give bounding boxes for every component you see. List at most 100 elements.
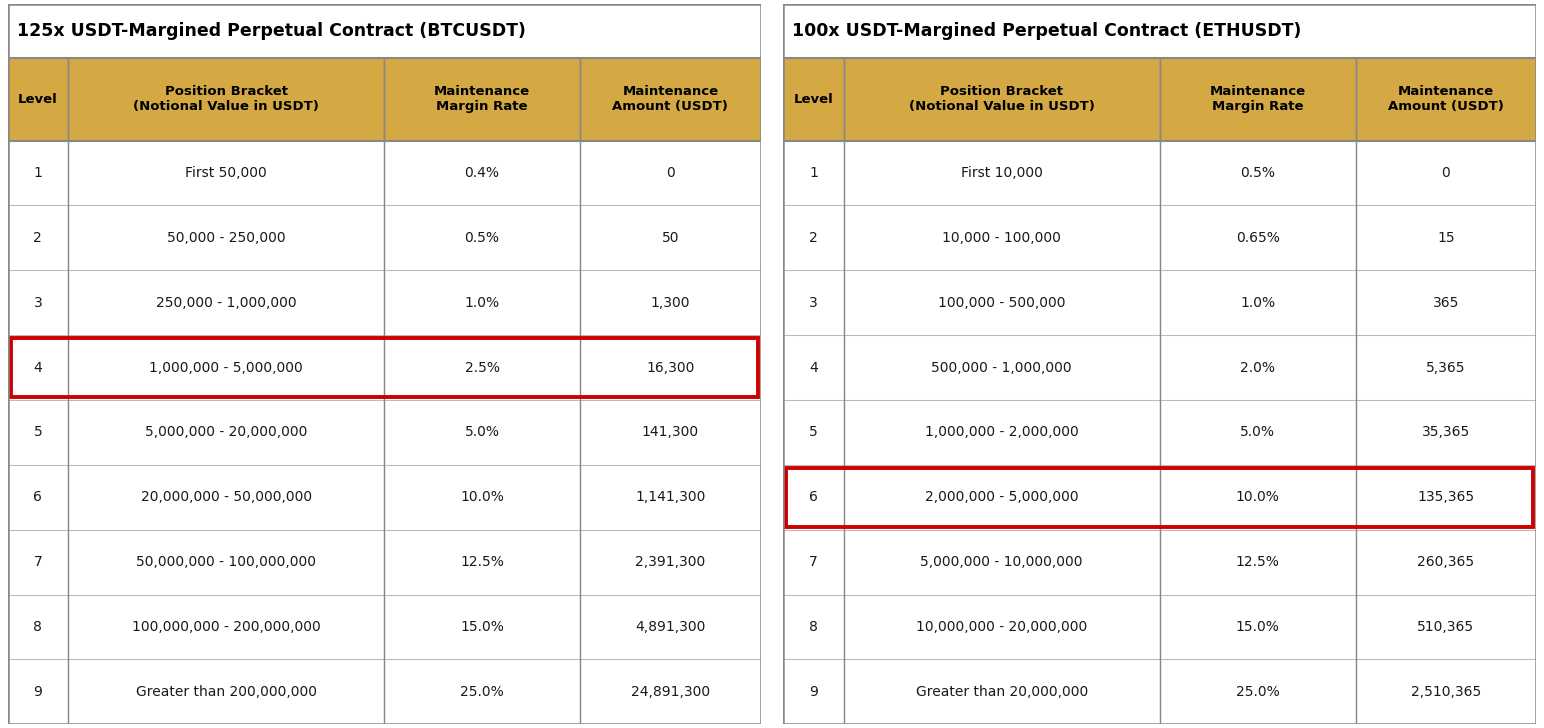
Bar bbox=[8, 530, 761, 595]
Bar bbox=[384, 58, 581, 141]
Text: 141,300: 141,300 bbox=[642, 425, 699, 440]
Text: 5.0%: 5.0% bbox=[1240, 425, 1275, 440]
Bar bbox=[1356, 58, 1536, 141]
Bar bbox=[1160, 58, 1356, 141]
Text: 4: 4 bbox=[809, 360, 818, 375]
Text: 2.5%: 2.5% bbox=[465, 360, 500, 375]
Text: 7: 7 bbox=[34, 555, 42, 569]
Text: 1,141,300: 1,141,300 bbox=[635, 491, 706, 505]
Text: 20,000,000 - 50,000,000: 20,000,000 - 50,000,000 bbox=[141, 491, 312, 505]
Text: 24,891,300: 24,891,300 bbox=[631, 685, 710, 699]
Text: 10.0%: 10.0% bbox=[1235, 491, 1280, 505]
Text: 5: 5 bbox=[809, 425, 818, 440]
Text: 6: 6 bbox=[809, 491, 818, 505]
Bar bbox=[786, 468, 1533, 527]
Bar bbox=[783, 270, 1536, 335]
Bar bbox=[8, 58, 68, 141]
Bar bbox=[783, 465, 1536, 530]
Text: 135,365: 135,365 bbox=[1417, 491, 1475, 505]
Text: 5,000,000 - 20,000,000: 5,000,000 - 20,000,000 bbox=[145, 425, 307, 440]
Bar bbox=[783, 400, 1536, 465]
Text: 3: 3 bbox=[809, 296, 818, 309]
Bar bbox=[8, 595, 761, 660]
Text: First 50,000: First 50,000 bbox=[185, 166, 267, 180]
Text: 5,000,000 - 10,000,000: 5,000,000 - 10,000,000 bbox=[920, 555, 1082, 569]
Text: First 10,000: First 10,000 bbox=[960, 166, 1042, 180]
Text: 2,000,000 - 5,000,000: 2,000,000 - 5,000,000 bbox=[925, 491, 1078, 505]
Text: 9: 9 bbox=[809, 685, 818, 699]
Text: Level: Level bbox=[794, 92, 834, 106]
Text: 8: 8 bbox=[34, 620, 42, 634]
Text: 1,300: 1,300 bbox=[650, 296, 690, 309]
Text: Maintenance
Margin Rate: Maintenance Margin Rate bbox=[434, 85, 530, 113]
Text: 12.5%: 12.5% bbox=[460, 555, 503, 569]
Text: 8: 8 bbox=[809, 620, 818, 634]
Text: 365: 365 bbox=[1433, 296, 1459, 309]
Bar bbox=[783, 141, 1536, 205]
Text: 100,000 - 500,000: 100,000 - 500,000 bbox=[937, 296, 1065, 309]
Text: 9: 9 bbox=[34, 685, 42, 699]
Text: 0.65%: 0.65% bbox=[1235, 231, 1280, 245]
Text: 50: 50 bbox=[661, 231, 679, 245]
Text: Maintenance
Amount (USDT): Maintenance Amount (USDT) bbox=[613, 85, 729, 113]
Bar bbox=[8, 205, 761, 270]
Bar bbox=[8, 141, 761, 205]
Bar bbox=[8, 335, 761, 400]
Text: 0.5%: 0.5% bbox=[465, 231, 500, 245]
Text: 0: 0 bbox=[1442, 166, 1450, 180]
Text: 50,000 - 250,000: 50,000 - 250,000 bbox=[167, 231, 286, 245]
Text: 1: 1 bbox=[809, 166, 818, 180]
Text: 1.0%: 1.0% bbox=[465, 296, 500, 309]
Text: 0.5%: 0.5% bbox=[1240, 166, 1275, 180]
Bar bbox=[783, 205, 1536, 270]
Bar bbox=[8, 465, 761, 530]
Text: 2.0%: 2.0% bbox=[1240, 360, 1275, 375]
Text: Maintenance
Margin Rate: Maintenance Margin Rate bbox=[1209, 85, 1306, 113]
Text: 35,365: 35,365 bbox=[1422, 425, 1470, 440]
Bar bbox=[8, 660, 761, 724]
Text: 2: 2 bbox=[34, 231, 42, 245]
Bar bbox=[8, 270, 761, 335]
Text: Greater than 200,000,000: Greater than 200,000,000 bbox=[136, 685, 317, 699]
Text: 2,391,300: 2,391,300 bbox=[635, 555, 706, 569]
Bar bbox=[8, 4, 761, 58]
Text: 510,365: 510,365 bbox=[1417, 620, 1475, 634]
Bar bbox=[783, 660, 1536, 724]
Text: 50,000,000 - 100,000,000: 50,000,000 - 100,000,000 bbox=[136, 555, 317, 569]
Text: 10,000 - 100,000: 10,000 - 100,000 bbox=[942, 231, 1061, 245]
Bar bbox=[8, 400, 761, 465]
Text: Position Bracket
(Notional Value in USDT): Position Bracket (Notional Value in USDT… bbox=[133, 85, 320, 113]
Bar bbox=[783, 595, 1536, 660]
Text: 3: 3 bbox=[34, 296, 42, 309]
Bar bbox=[11, 338, 758, 397]
Bar bbox=[783, 58, 843, 141]
Text: 250,000 - 1,000,000: 250,000 - 1,000,000 bbox=[156, 296, 296, 309]
Text: 15.0%: 15.0% bbox=[460, 620, 503, 634]
Text: 100x USDT-Margined Perpetual Contract (ETHUSDT): 100x USDT-Margined Perpetual Contract (E… bbox=[792, 22, 1302, 39]
Text: 1,000,000 - 5,000,000: 1,000,000 - 5,000,000 bbox=[150, 360, 303, 375]
Bar bbox=[68, 58, 384, 141]
Text: 5,365: 5,365 bbox=[1427, 360, 1465, 375]
Text: 0.4%: 0.4% bbox=[465, 166, 500, 180]
Text: Maintenance
Amount (USDT): Maintenance Amount (USDT) bbox=[1388, 85, 1504, 113]
Text: 500,000 - 1,000,000: 500,000 - 1,000,000 bbox=[931, 360, 1072, 375]
Text: 2,510,365: 2,510,365 bbox=[1411, 685, 1481, 699]
Text: 7: 7 bbox=[809, 555, 818, 569]
Text: Level: Level bbox=[19, 92, 57, 106]
Text: 15.0%: 15.0% bbox=[1235, 620, 1280, 634]
Text: 260,365: 260,365 bbox=[1417, 555, 1475, 569]
Bar bbox=[783, 530, 1536, 595]
Text: 0: 0 bbox=[665, 166, 675, 180]
Text: Position Bracket
(Notional Value in USDT): Position Bracket (Notional Value in USDT… bbox=[909, 85, 1095, 113]
Bar bbox=[783, 4, 1536, 58]
Text: 5.0%: 5.0% bbox=[465, 425, 500, 440]
Text: 25.0%: 25.0% bbox=[460, 685, 503, 699]
Bar bbox=[783, 335, 1536, 400]
Text: 100,000,000 - 200,000,000: 100,000,000 - 200,000,000 bbox=[131, 620, 321, 634]
Text: 125x USDT-Margined Perpetual Contract (BTCUSDT): 125x USDT-Margined Perpetual Contract (B… bbox=[17, 22, 525, 39]
Text: Greater than 20,000,000: Greater than 20,000,000 bbox=[916, 685, 1089, 699]
Text: 1,000,000 - 2,000,000: 1,000,000 - 2,000,000 bbox=[925, 425, 1079, 440]
Bar bbox=[843, 58, 1160, 141]
Text: 6: 6 bbox=[34, 491, 42, 505]
Text: 12.5%: 12.5% bbox=[1235, 555, 1280, 569]
